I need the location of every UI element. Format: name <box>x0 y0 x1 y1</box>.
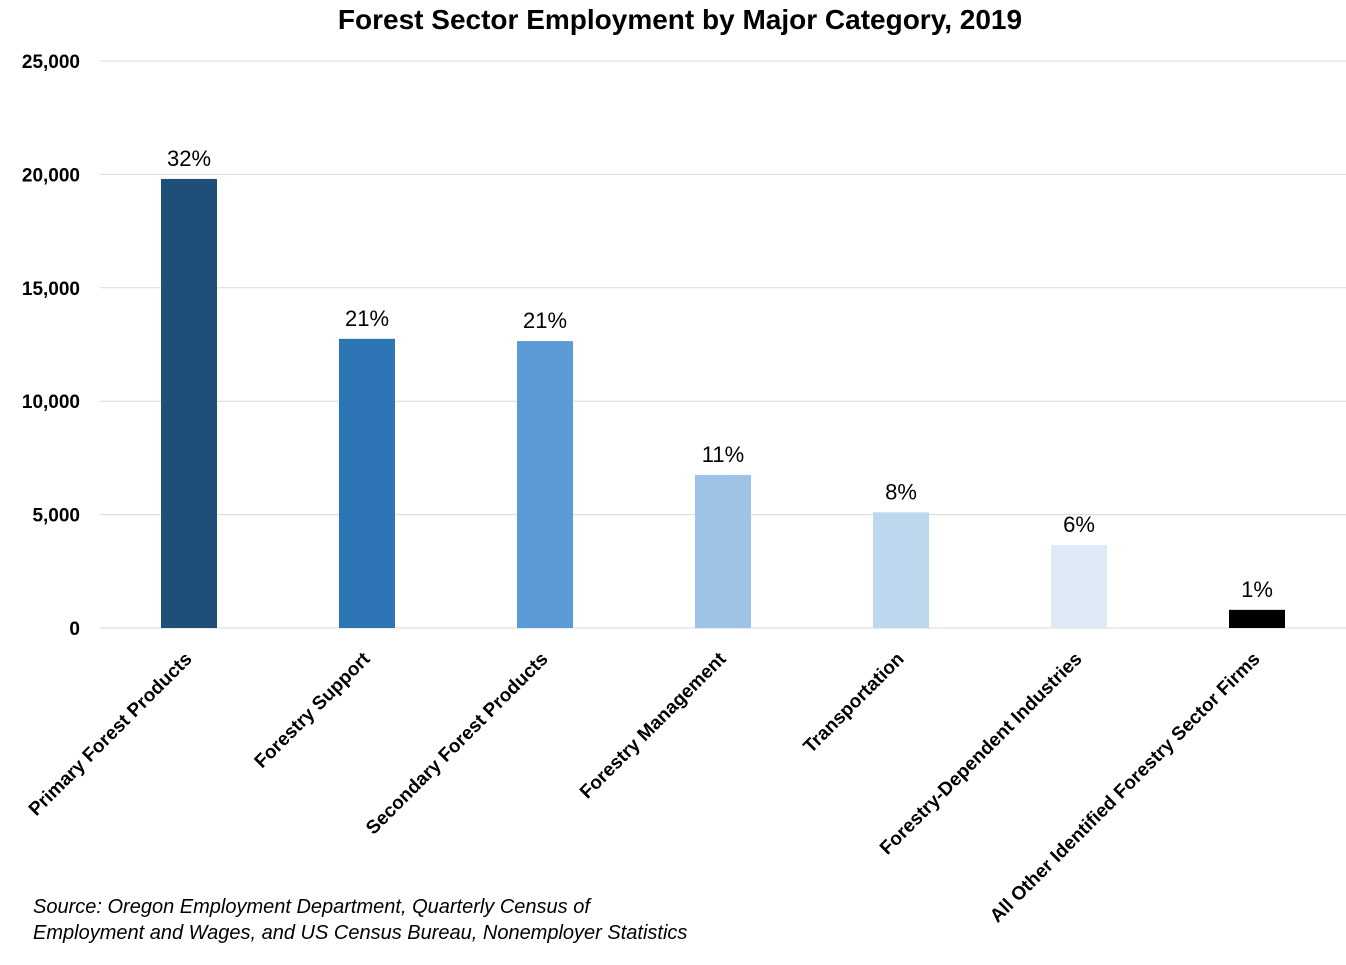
y-tick-label: 15,000 <box>22 279 80 300</box>
data-label: 21% <box>345 306 389 331</box>
data-label: 21% <box>523 308 567 333</box>
bars <box>161 178 1285 628</box>
bar <box>873 512 929 628</box>
bar <box>339 338 395 628</box>
data-label: 8% <box>885 479 917 504</box>
chart-title: Forest Sector Employment by Major Catego… <box>338 4 1022 35</box>
y-tick-label: 20,000 <box>22 165 80 186</box>
source-note: Source: Oregon Employment Department, Qu… <box>33 894 813 946</box>
data-label: 6% <box>1063 512 1095 537</box>
gridlines <box>100 60 1346 629</box>
x-tick-label: Transportation <box>800 649 909 758</box>
x-tick-label: Forestry-Dependent Industries <box>876 649 1086 859</box>
data-label: 1% <box>1241 577 1273 602</box>
x-tick-label: Secondary Forest Products <box>362 649 552 839</box>
x-tick-label: Forestry Management <box>576 648 731 803</box>
bar <box>517 341 573 628</box>
y-tick-label: 5,000 <box>32 506 80 527</box>
y-axis: 0 5,000 10,000 15,000 20,000 25,000 <box>22 52 80 640</box>
y-tick-label: 10,000 <box>22 392 80 413</box>
bar <box>695 474 751 628</box>
bar <box>161 178 217 628</box>
bar <box>1229 609 1285 628</box>
x-axis: Primary Forest Products Forestry SupportS… <box>25 648 1265 927</box>
source-line-2: Employment and Wages, and US Census Bure… <box>33 922 688 944</box>
x-tick-label: Primary Forest Products <box>25 649 197 821</box>
source-line-1: Source: Oregon Employment Department, Qu… <box>33 896 590 918</box>
x-tick-label: All Other Identified Forestry Sector Fir… <box>986 649 1264 927</box>
bar <box>1051 545 1107 628</box>
x-tick-label: Forestry Support <box>251 648 375 772</box>
y-tick-label: 0 <box>69 619 80 640</box>
y-tick-label: 25,000 <box>22 52 80 73</box>
data-labels: 32% 21% 21% 11% 8% 6% 1% <box>167 146 1273 602</box>
data-label: 11% <box>702 442 744 467</box>
data-label: 32% <box>167 146 211 171</box>
